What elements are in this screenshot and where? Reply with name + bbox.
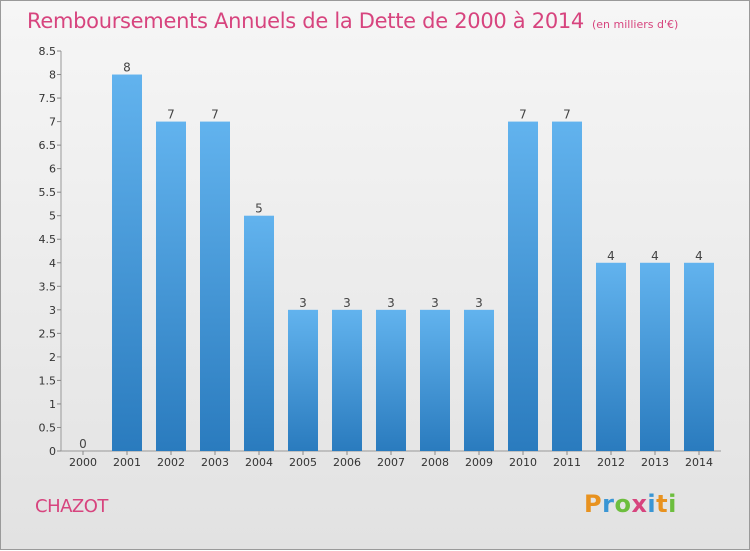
bar (112, 74, 142, 451)
y-tick-label: 5 (49, 210, 56, 223)
data-label: 3 (299, 296, 307, 310)
data-label: 4 (695, 249, 703, 263)
x-tick-label: 2013 (641, 456, 669, 469)
bar (640, 262, 670, 451)
y-tick-label: 4.5 (39, 233, 57, 246)
data-label: 3 (431, 296, 439, 310)
data-label: 7 (211, 108, 219, 122)
x-tick-label: 2010 (509, 456, 537, 469)
y-tick-label: 1.5 (39, 374, 57, 387)
logo-letter: i (647, 490, 657, 518)
data-label: 5 (255, 202, 263, 216)
logo-letter: x (631, 490, 648, 518)
y-tick-label: 3.5 (39, 280, 57, 293)
y-tick-label: 2 (49, 351, 56, 364)
x-tick-label: 2008 (421, 456, 449, 469)
logo-letter: i (668, 490, 677, 518)
y-tick-label: 6.5 (39, 139, 57, 152)
y-tick-label: 3 (49, 304, 56, 317)
data-label: 7 (519, 108, 527, 122)
commune-name: CHAZOT (35, 496, 108, 517)
y-tick-label: 6 (49, 163, 56, 176)
x-tick-label: 2001 (113, 456, 141, 469)
bar (156, 121, 186, 452)
bar (420, 309, 450, 451)
x-tick-label: 2009 (465, 456, 493, 469)
logo-letter: t (656, 490, 669, 518)
data-label: 7 (167, 108, 175, 122)
bar (464, 309, 494, 451)
chart-title: Remboursements Annuels de la Dette de 20… (27, 9, 679, 33)
data-label: 0 (79, 437, 87, 451)
y-tick-label: 7.5 (39, 92, 57, 105)
bar (508, 121, 538, 452)
data-label: 7 (563, 108, 571, 122)
x-tick-label: 2003 (201, 456, 229, 469)
bar (376, 309, 406, 451)
y-tick-label: 8 (49, 69, 56, 82)
bar (552, 121, 582, 452)
bar (684, 262, 714, 451)
y-tick-label: 5.5 (39, 186, 57, 199)
bar (288, 309, 318, 451)
bar (596, 262, 626, 451)
data-label: 3 (387, 296, 395, 310)
x-tick-label: 2002 (157, 456, 185, 469)
logo-letter: r (602, 490, 615, 518)
data-label: 4 (651, 249, 659, 263)
proxiti-logo[interactable]: Proxiti (584, 490, 677, 518)
data-label: 3 (343, 296, 351, 310)
x-tick-label: 2011 (553, 456, 581, 469)
x-tick-label: 2004 (245, 456, 273, 469)
x-tick-label: 2014 (685, 456, 713, 469)
data-label: 8 (123, 61, 131, 75)
logo-letter: P (584, 490, 603, 518)
x-tick-label: 2005 (289, 456, 317, 469)
y-tick-label: 2.5 (39, 327, 57, 340)
y-tick-label: 7 (49, 116, 56, 129)
y-tick-label: 1 (49, 398, 56, 411)
y-tick-label: 0 (49, 445, 56, 458)
bar (200, 121, 230, 452)
logo-letter: o (614, 490, 632, 518)
bar (332, 309, 362, 451)
chart-subtitle: (en milliers d'€) (592, 18, 679, 31)
bar (244, 215, 274, 451)
y-tick-label: 0.5 (39, 421, 57, 434)
x-tick-label: 2000 (69, 456, 97, 469)
x-tick-label: 2012 (597, 456, 625, 469)
y-tick-label: 4 (49, 257, 56, 270)
x-tick-label: 2006 (333, 456, 361, 469)
y-tick-label: 8.5 (39, 45, 57, 58)
data-label: 3 (475, 296, 483, 310)
data-label: 4 (607, 249, 615, 263)
x-tick-label: 2007 (377, 456, 405, 469)
